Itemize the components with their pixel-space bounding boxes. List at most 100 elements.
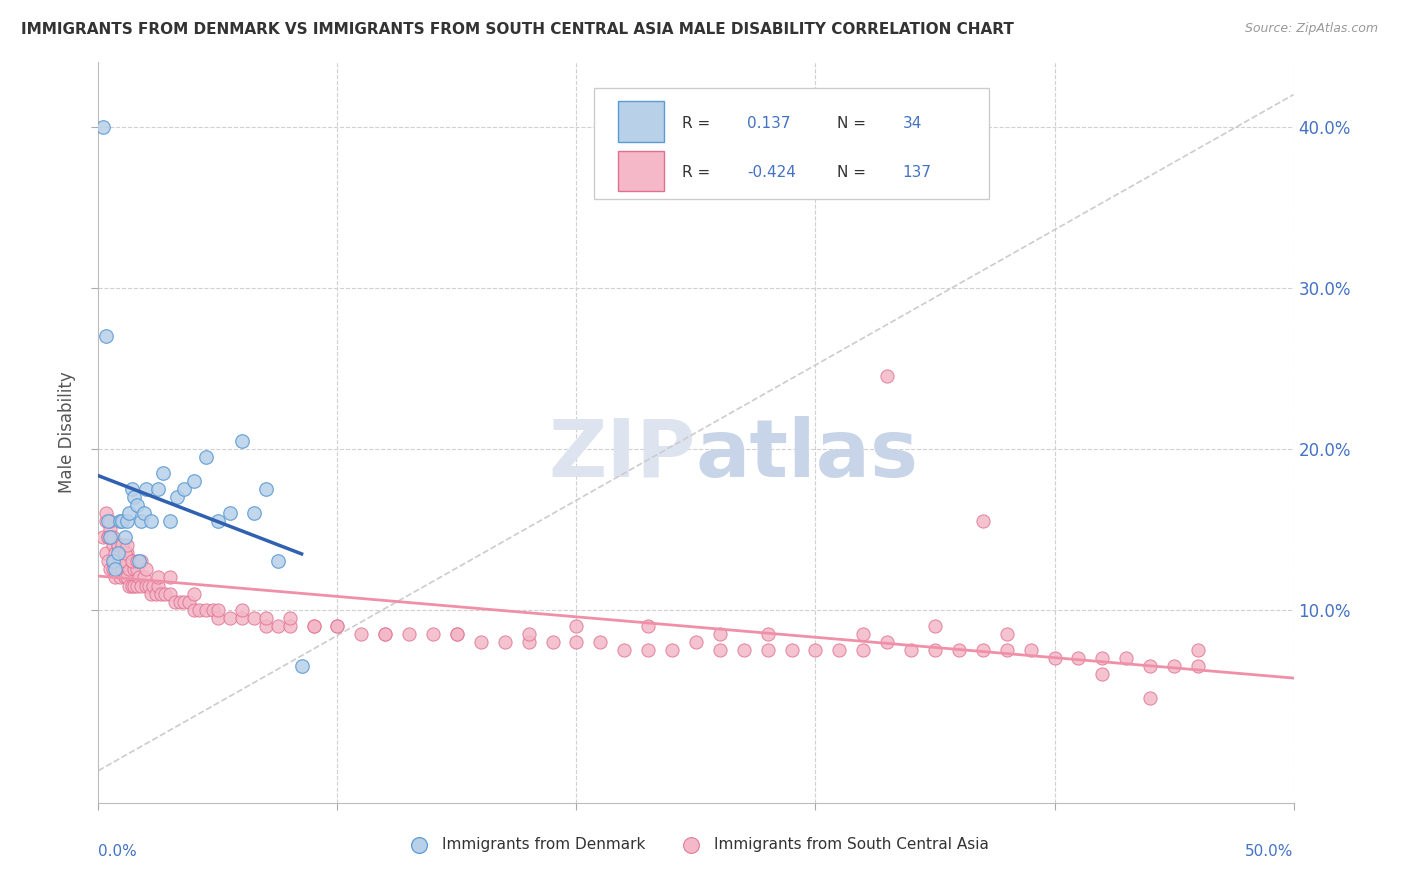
Text: ZIP: ZIP: [548, 416, 696, 494]
Point: [118, 578, 141, 592]
Point: [972, 514, 994, 528]
Point: [183, 586, 205, 600]
Point: [97, 530, 120, 544]
Point: [326, 619, 349, 633]
Point: [132, 570, 155, 584]
Point: [91, 530, 114, 544]
Point: [121, 554, 143, 568]
Point: [231, 602, 253, 616]
Text: atlas: atlas: [696, 416, 920, 494]
Point: [155, 586, 177, 600]
Point: [278, 619, 301, 633]
Point: [876, 635, 898, 649]
Point: [148, 578, 170, 592]
Point: [207, 610, 229, 624]
Point: [125, 578, 148, 592]
Point: [924, 619, 946, 633]
Point: [517, 635, 540, 649]
Point: [1139, 691, 1161, 706]
Point: [125, 554, 148, 568]
Point: [494, 635, 516, 649]
Bar: [619, 151, 664, 192]
Point: [108, 514, 131, 528]
Point: [565, 635, 588, 649]
Point: [132, 506, 155, 520]
Point: [804, 643, 827, 657]
Point: [128, 554, 150, 568]
Point: [1091, 651, 1114, 665]
Point: [148, 570, 170, 584]
Point: [108, 570, 131, 584]
Point: [733, 643, 755, 657]
Point: [135, 578, 157, 592]
Point: [195, 450, 218, 464]
Point: [97, 554, 120, 568]
Point: [219, 610, 242, 624]
Point: [98, 562, 122, 576]
Point: [114, 546, 136, 560]
Point: [159, 586, 181, 600]
Point: [121, 578, 143, 592]
Point: [94, 506, 117, 520]
Point: [302, 619, 325, 633]
Point: [254, 619, 277, 633]
Point: [231, 434, 253, 448]
Point: [107, 538, 129, 552]
Point: [995, 627, 1018, 641]
Point: [135, 562, 157, 576]
Point: [108, 554, 131, 568]
Point: [104, 562, 127, 576]
Point: [852, 627, 875, 641]
Point: [98, 522, 122, 536]
Point: [94, 514, 117, 528]
Point: [107, 538, 129, 552]
Point: [202, 602, 225, 616]
Point: [98, 530, 122, 544]
Point: [101, 562, 124, 576]
Point: [111, 562, 134, 576]
Point: [97, 514, 120, 528]
Point: [131, 554, 153, 568]
Point: [267, 619, 290, 633]
Point: [98, 514, 122, 528]
Point: [589, 635, 612, 649]
Point: [142, 578, 165, 592]
Point: [709, 627, 731, 641]
Legend: Immigrants from Denmark, Immigrants from South Central Asia: Immigrants from Denmark, Immigrants from…: [398, 830, 994, 858]
Bar: [619, 101, 664, 142]
Text: 0.0%: 0.0%: [98, 844, 138, 858]
Point: [104, 546, 127, 560]
Point: [111, 538, 134, 552]
Point: [900, 643, 922, 657]
Point: [131, 514, 153, 528]
Point: [118, 562, 141, 576]
Point: [173, 594, 195, 608]
Y-axis label: Male Disability: Male Disability: [58, 372, 76, 493]
Point: [207, 602, 229, 616]
Point: [756, 627, 779, 641]
Point: [267, 554, 290, 568]
Text: -0.424: -0.424: [748, 165, 796, 180]
Point: [1187, 659, 1209, 673]
Text: 50.0%: 50.0%: [1246, 844, 1294, 858]
Text: N =: N =: [837, 165, 870, 180]
FancyBboxPatch shape: [595, 88, 988, 200]
Text: R =: R =: [682, 116, 714, 130]
Point: [852, 643, 875, 657]
Point: [163, 594, 186, 608]
Point: [115, 546, 138, 560]
Point: [637, 643, 659, 657]
Point: [139, 514, 162, 528]
Point: [1043, 651, 1066, 665]
Point: [107, 562, 129, 576]
Point: [1091, 667, 1114, 681]
Point: [128, 570, 150, 584]
Point: [1139, 659, 1161, 673]
Point: [254, 610, 277, 624]
Text: 137: 137: [903, 165, 932, 180]
Point: [756, 643, 779, 657]
Point: [374, 627, 396, 641]
Point: [115, 514, 138, 528]
Point: [124, 490, 146, 504]
Point: [124, 578, 146, 592]
